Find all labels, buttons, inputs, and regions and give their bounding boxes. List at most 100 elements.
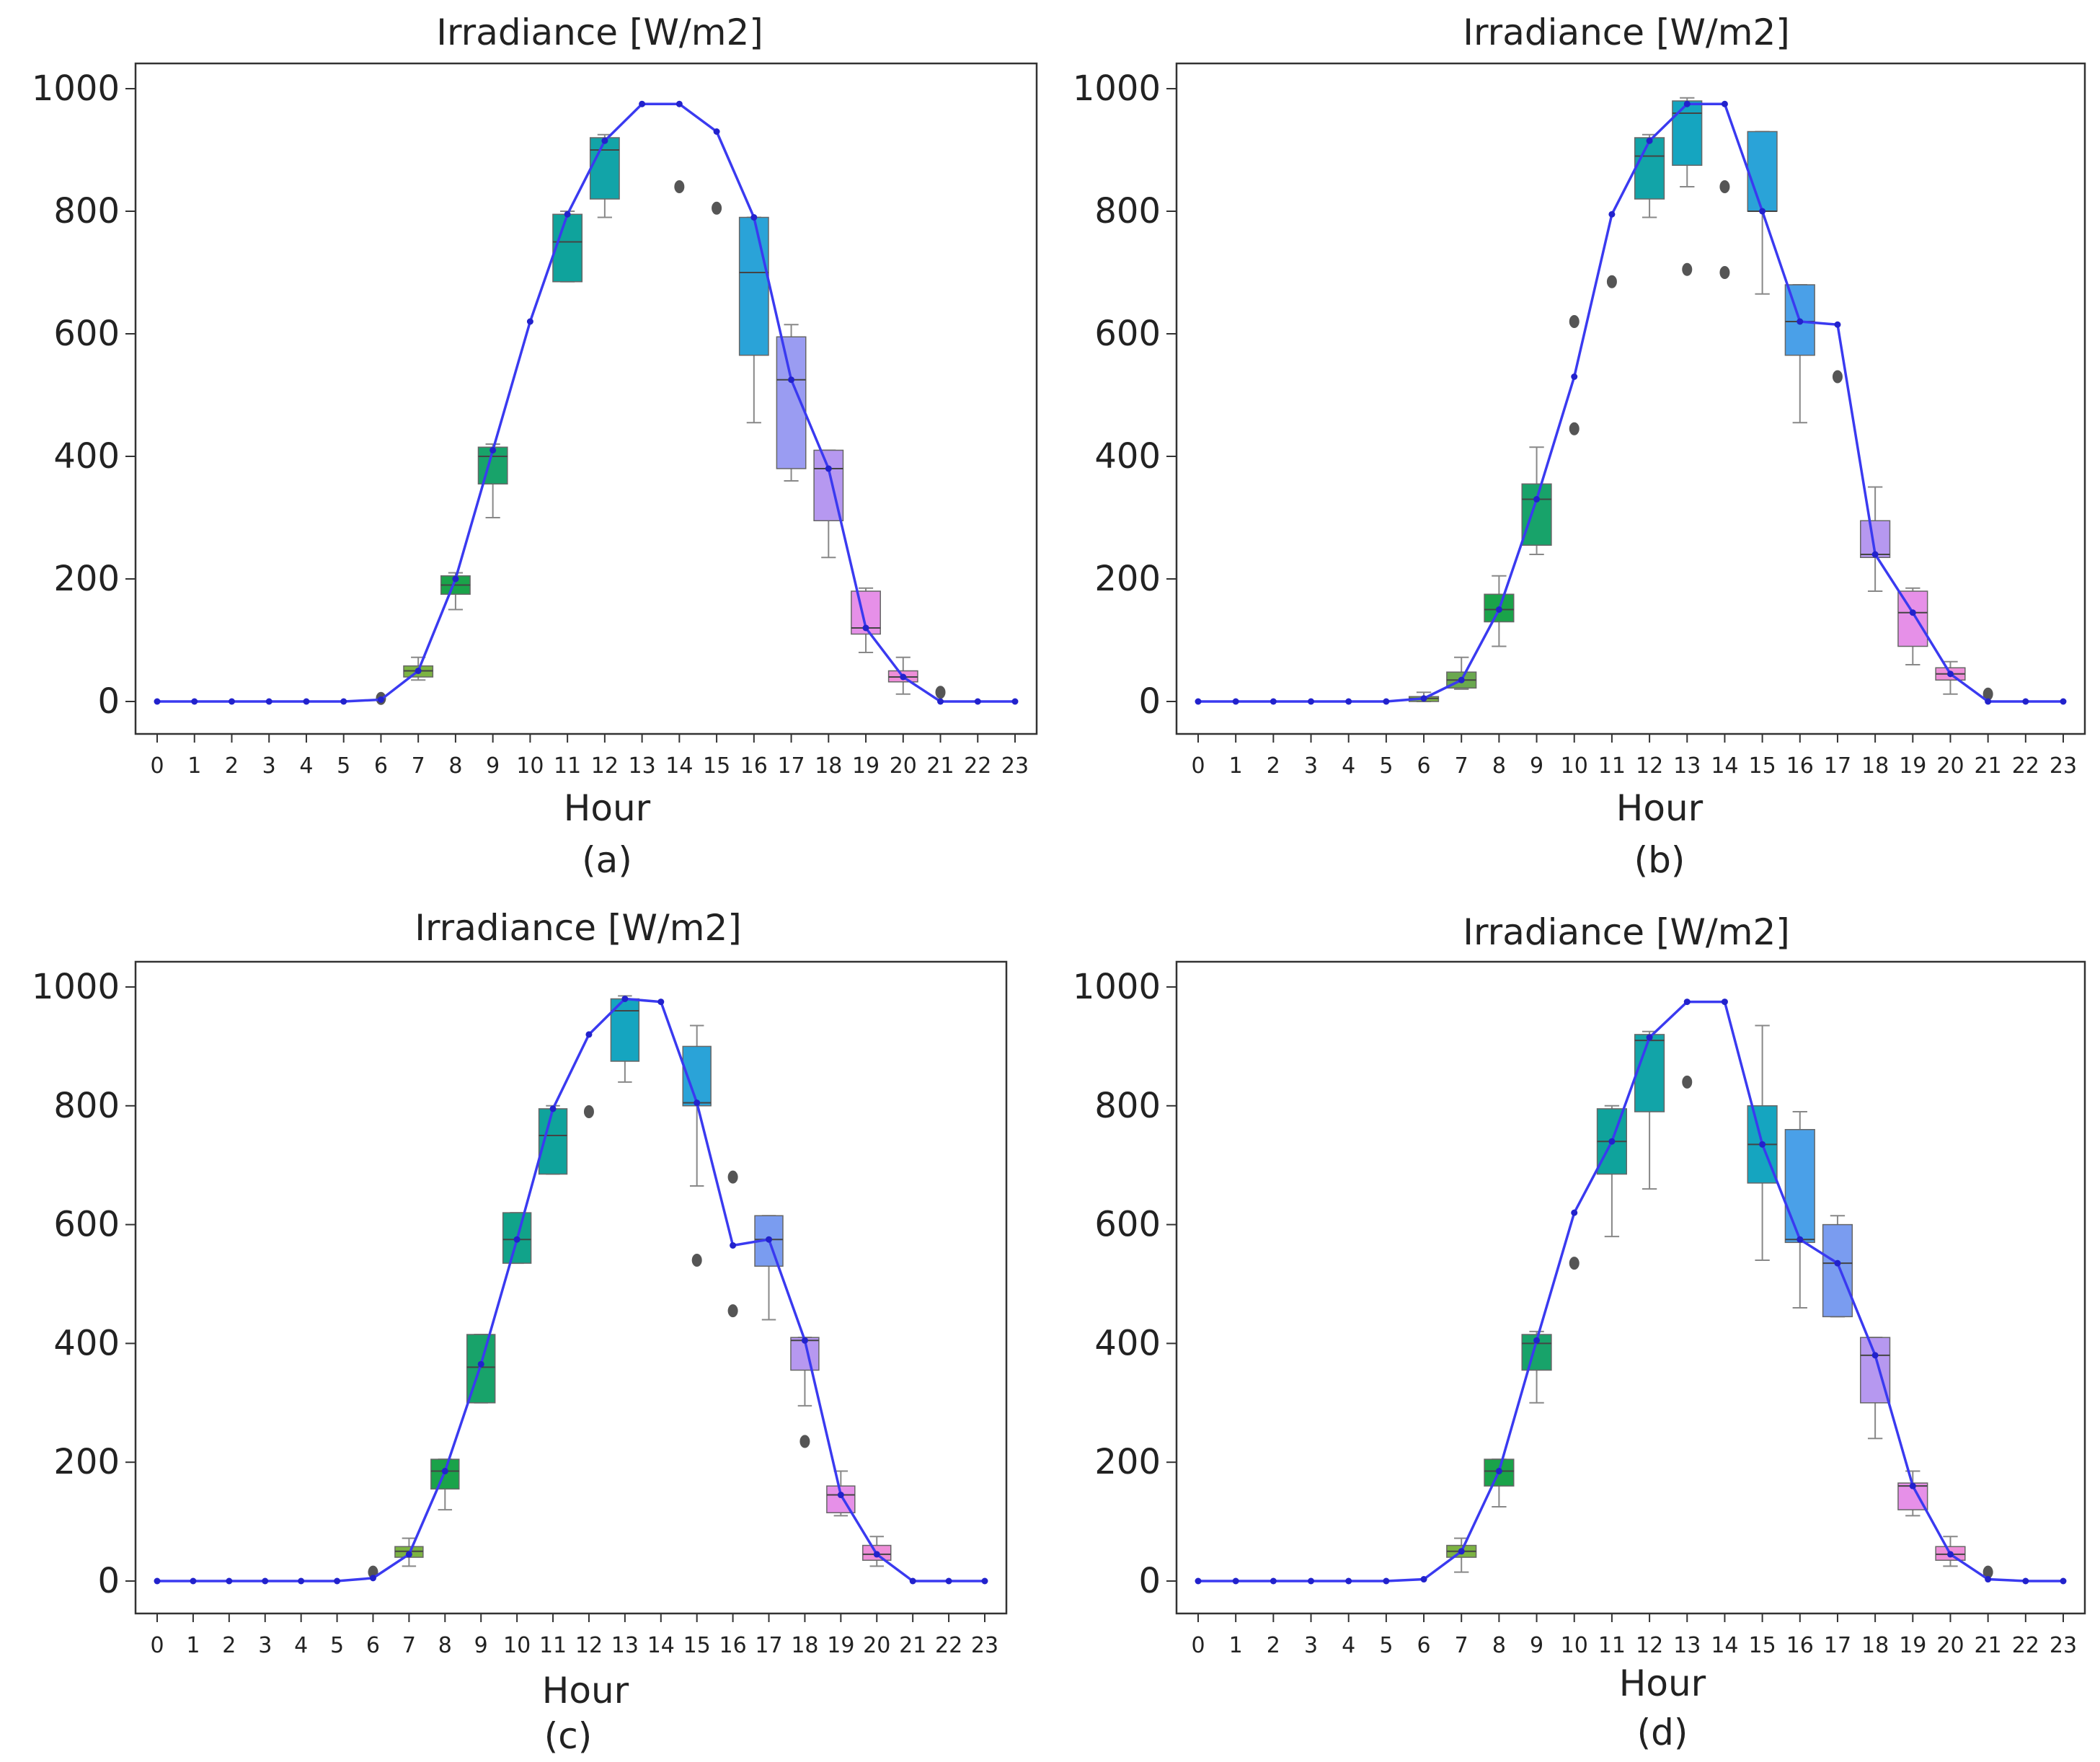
series-point <box>1195 698 1202 705</box>
x-tick-label: 8 <box>1492 1633 1506 1658</box>
y-tick-label: 200 <box>53 559 120 599</box>
plot-frame <box>1175 62 2086 735</box>
x-tick-label: 16 <box>740 753 768 779</box>
y-tick-label: 400 <box>1094 436 1161 477</box>
box-hour-16 <box>738 216 769 356</box>
x-tick-label: 4 <box>1342 753 1355 779</box>
x-tick-label: 3 <box>262 753 276 779</box>
series-line <box>157 102 1015 703</box>
series-point <box>1308 698 1315 705</box>
x-tick-label: 3 <box>258 1633 272 1658</box>
series-point <box>1646 1034 1653 1041</box>
series-point <box>441 1468 448 1475</box>
x-tick-label: 22 <box>935 1633 962 1658</box>
x-tick-label: 2 <box>1267 1633 1280 1658</box>
box-hour-18 <box>1860 1337 1891 1404</box>
box-hour-12 <box>1634 1034 1665 1112</box>
series-point <box>1533 496 1541 503</box>
x-tick-label: 14 <box>1711 753 1738 779</box>
series-point <box>1796 318 1804 325</box>
outlier-point <box>1569 1257 1580 1270</box>
series-point <box>303 698 310 705</box>
x-tick-label: 7 <box>1455 753 1468 779</box>
series-point <box>2022 1577 2029 1585</box>
x-tick-label: 4 <box>299 753 313 779</box>
series-point <box>477 1360 484 1368</box>
y-tick-label: 0 <box>1138 1561 1161 1601</box>
x-tick-label: 13 <box>629 753 656 779</box>
x-tick-label: 13 <box>1673 1633 1701 1658</box>
outlier-point <box>1719 266 1730 279</box>
x-tick-label: 21 <box>899 1633 926 1658</box>
series-point <box>452 575 459 583</box>
x-tick-label: 0 <box>150 1633 164 1658</box>
series-point <box>909 1577 916 1585</box>
series-point <box>1195 1577 1202 1585</box>
series-point <box>191 698 198 705</box>
x-tick-label: 12 <box>1636 753 1663 779</box>
series-point <box>564 211 571 218</box>
x-tick-label: 18 <box>815 753 842 779</box>
x-tick-label: 18 <box>1861 1633 1889 1658</box>
series-point <box>788 376 795 384</box>
x-tick-label: 15 <box>703 753 730 779</box>
box-hour-18 <box>813 449 844 521</box>
series-point <box>1909 1482 1916 1489</box>
panel-caption: (d) <box>1637 1712 1688 1753</box>
x-tick-label: 19 <box>1899 1633 1926 1658</box>
series-point <box>1495 606 1502 613</box>
box-hour-9 <box>1521 1334 1552 1371</box>
x-tick-label: 6 <box>1417 1633 1430 1658</box>
x-axis-label: Hour <box>542 1670 629 1712</box>
series-point <box>226 1577 233 1585</box>
x-tick-label: 12 <box>591 753 619 779</box>
series-point <box>1834 1259 1841 1267</box>
outlier-point <box>1606 275 1617 288</box>
series-point <box>1985 698 1992 705</box>
y-tick-label: 200 <box>1094 559 1161 599</box>
x-tick-label: 16 <box>1786 753 1814 779</box>
x-tick-label: 3 <box>1304 1633 1318 1658</box>
series-point <box>937 698 944 705</box>
series-point <box>1420 695 1427 702</box>
y-tick-label: 200 <box>1094 1442 1161 1482</box>
box-hour-12 <box>1634 137 1665 200</box>
x-tick-label: 0 <box>150 753 164 779</box>
y-tick-label: 1000 <box>32 68 120 109</box>
x-tick-label: 21 <box>1975 753 2002 779</box>
y-tick-label: 800 <box>1094 1086 1161 1126</box>
series-point <box>1232 1577 1239 1585</box>
y-tick-label: 1000 <box>1073 967 1161 1007</box>
y-tick-label: 800 <box>53 1086 120 1126</box>
plot-frame <box>134 960 1008 1615</box>
series-point <box>1308 1577 1315 1585</box>
x-tick-label: 17 <box>777 753 805 779</box>
series-point <box>1946 670 1954 678</box>
x-tick-label: 2 <box>225 753 239 779</box>
x-tick-label: 19 <box>827 1633 854 1658</box>
series-point <box>981 1577 988 1585</box>
x-tick-label: 12 <box>1636 1633 1663 1658</box>
y-tick-label: 800 <box>53 191 120 231</box>
outlier-point <box>583 1105 594 1119</box>
series-point <box>694 1099 701 1107</box>
series-point <box>1608 211 1616 218</box>
x-tick-label: 11 <box>539 1633 567 1658</box>
outlier-point <box>1832 370 1843 384</box>
outlier-point <box>1982 687 1993 701</box>
series-point <box>862 624 869 632</box>
y-tick-label: 1000 <box>1073 68 1161 109</box>
x-tick-label: 1 <box>187 753 201 779</box>
outlier-point <box>674 180 685 193</box>
series-point <box>1458 1548 1465 1555</box>
series-point <box>1345 698 1352 705</box>
series-point <box>298 1577 305 1585</box>
x-tick-label: 15 <box>683 1633 711 1658</box>
box-hour-16 <box>1784 1129 1815 1244</box>
x-tick-label: 9 <box>474 1633 488 1658</box>
y-tick-label: 600 <box>1094 1205 1161 1245</box>
x-tick-label: 19 <box>1899 753 1926 779</box>
